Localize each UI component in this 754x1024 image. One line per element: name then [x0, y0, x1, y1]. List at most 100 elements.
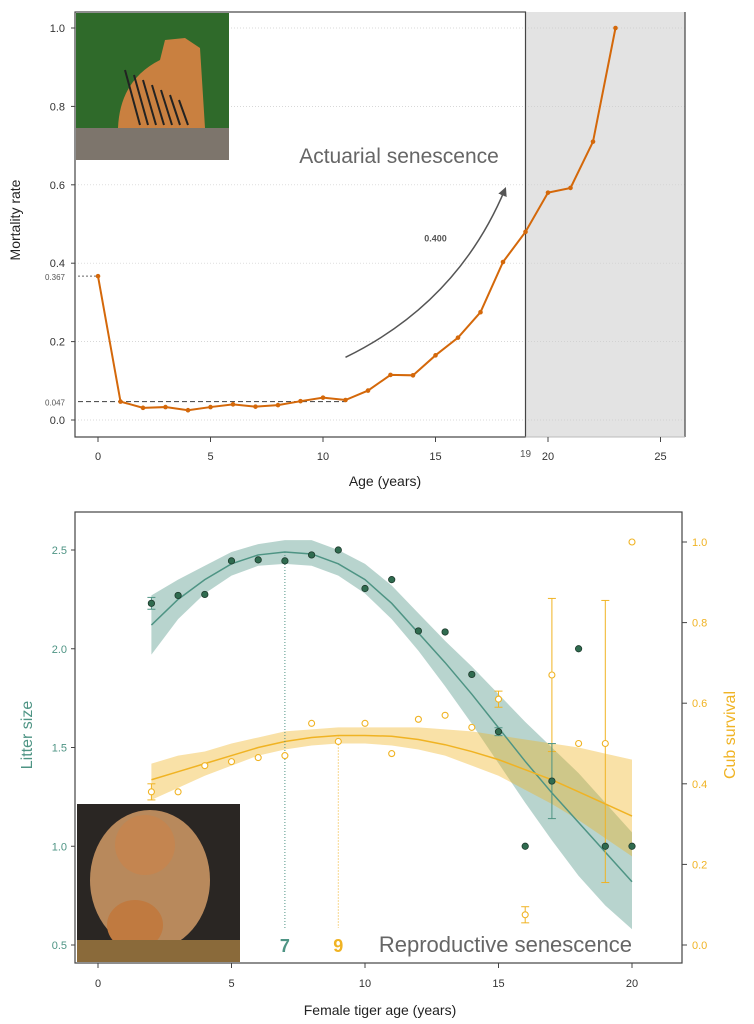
mortality-point [343, 397, 348, 403]
survival-point [147, 788, 155, 796]
litter-point [414, 627, 422, 635]
survival-peak-label: 9 [333, 936, 343, 956]
photo-tiger [118, 38, 205, 128]
photo-stripe [151, 84, 165, 126]
x-tick-label: 15 [492, 978, 504, 990]
annotation-title: Actuarial senescence [299, 145, 499, 168]
trend-arrow [345, 187, 507, 358]
litter-point [307, 551, 316, 559]
x-tick-label: 20 [626, 978, 638, 990]
y-tick-label-right: 0.2 [692, 859, 707, 871]
ref-label-low: 0.047 [45, 399, 66, 408]
survival-point [575, 739, 583, 748]
y-tick-label-right: 1.0 [692, 537, 707, 549]
photo-stripe [124, 69, 141, 126]
survival-point [361, 719, 369, 727]
y-tick-label-left: 2.0 [52, 644, 67, 656]
litter-point [601, 842, 609, 850]
photo-rock [76, 128, 229, 160]
survival-point [308, 719, 316, 727]
mortality-point [365, 388, 371, 393]
y-tick-label-right: 0.4 [692, 779, 707, 791]
ref-label-high: 0.367 [45, 273, 66, 282]
annotation-title: Reproductive senescence [379, 932, 632, 957]
litter-point [147, 599, 155, 607]
litter-point [174, 591, 182, 600]
mortality-point [613, 25, 618, 31]
mortality-chart: 0.0 0.2 0.4 0.6 0.8 1.0 0 5 10 15 20 25 19 Age (years… [7, 11, 686, 489]
survival-fit-band [151, 727, 632, 857]
mortality-line [97, 27, 617, 412]
y-tick-label: 0.8 [50, 101, 65, 113]
photo-cub [107, 900, 163, 950]
x-tick-label: 25 [654, 451, 666, 463]
litter-point [441, 628, 449, 636]
litter-point [548, 777, 556, 785]
mortality-point [433, 353, 438, 358]
y-tick-label: 0.0 [50, 415, 65, 427]
photo-stripe [178, 99, 189, 126]
x-axis-title: Female tiger age (years) [304, 1002, 457, 1018]
mortality-point [208, 404, 213, 410]
survival-point [468, 723, 476, 731]
survival-point [441, 711, 449, 719]
litter-point [628, 842, 636, 850]
litter-point [574, 645, 583, 653]
survival-point [414, 715, 422, 723]
y-tick-label-right: 0.0 [692, 940, 707, 952]
y-axis-title: Mortality rate [7, 179, 23, 260]
shaded-start-label: 19 [520, 449, 532, 460]
tiger-photo [76, 13, 229, 160]
survival-point [334, 737, 342, 746]
y-axis-title-left: Litter size [19, 701, 36, 770]
y-tick-label: 0.6 [50, 180, 65, 192]
litter-point [521, 842, 529, 850]
mortality-point [388, 372, 393, 378]
photo-stripe [142, 79, 157, 126]
y-tick-label-right: 0.6 [692, 698, 707, 710]
litter-point [281, 557, 289, 565]
mortality-point [230, 402, 236, 407]
mortality-point [118, 399, 123, 404]
mortality-point [275, 402, 281, 408]
litter-point [388, 576, 396, 584]
litter-fit-band [151, 540, 632, 930]
photo-stripe [133, 74, 149, 126]
x-tick-label: 15 [429, 451, 441, 463]
photo-straw [77, 940, 240, 962]
y-tick-label-left: 2.5 [52, 545, 67, 557]
litter-point [494, 728, 503, 736]
litter-point [227, 557, 236, 565]
y-tick-label: 1.0 [50, 23, 65, 35]
survival-point [388, 750, 396, 758]
litter-point [254, 556, 262, 564]
mortality-point [298, 398, 303, 404]
photo-stripe [169, 94, 181, 126]
reproduction-chart: 0.5 1.0 1.5 2.0 2.5 0.0 0.2 0.4 0.6 0.8 1.0 0 5 10 15 2… [19, 511, 739, 1018]
mortality-point [478, 309, 483, 315]
litter-point [468, 670, 476, 679]
survival-point [227, 758, 236, 766]
x-axis-title: Age (years) [349, 473, 421, 489]
y-tick-label-right: 0.8 [692, 618, 707, 630]
photo-stripe [160, 89, 173, 126]
survival-point [548, 671, 556, 679]
y-axis-title-right: Cub survival [722, 691, 739, 779]
y-tick-label: 0.2 [50, 337, 65, 349]
survival-point [281, 752, 289, 760]
x-tick-label: 10 [359, 978, 371, 990]
litter-point [361, 584, 369, 593]
survival-point [201, 762, 209, 770]
mortality-point [140, 405, 146, 411]
x-tick-label: 20 [542, 451, 554, 463]
x-tick-label: 0 [95, 978, 101, 990]
mortality-point [523, 229, 528, 235]
x-tick-label: 5 [228, 978, 234, 990]
photo-tigress-head [115, 815, 175, 875]
litter-point [201, 590, 209, 599]
survival-point [254, 754, 262, 762]
mortality-point [500, 259, 506, 265]
litter-point [334, 546, 342, 554]
mortality-point [320, 395, 326, 400]
